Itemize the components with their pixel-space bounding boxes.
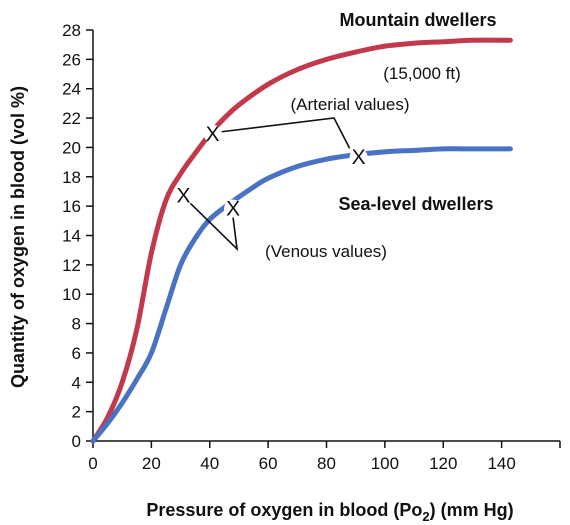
arterial-leader-line	[221, 117, 351, 149]
y-tick-label: 0	[72, 432, 81, 451]
venous-leader-line	[189, 202, 239, 252]
marker-sea-level-arterial: X	[352, 146, 366, 169]
y-tick-label: 20	[62, 138, 81, 157]
y-tick-label: 14	[62, 227, 81, 246]
series-label-sea-level-dwellers: Sea-level dwellers	[338, 194, 493, 214]
axes	[92, 30, 560, 442]
annotation-venous-values: (Venous values)	[265, 242, 387, 261]
x-tick-label: 0	[88, 454, 97, 473]
y-tick-label: 2	[72, 403, 81, 422]
y-tick-label: 16	[62, 197, 81, 216]
x-axis-ticks: 0 20 40 60 80 100 120 140	[88, 441, 561, 473]
x-axis-title-suffix: ) (mm Hg)	[430, 500, 514, 520]
y-tick-label: 28	[62, 21, 81, 40]
data-markers: X X X X	[174, 123, 368, 221]
y-tick-label: 24	[62, 80, 81, 99]
x-axis-title: Pressure of oxygen in blood (Po2) (mm Hg…	[146, 500, 513, 524]
x-tick-label: 80	[317, 454, 336, 473]
x-axis-title-main: Pressure of oxygen in blood (Po	[146, 500, 422, 520]
y-tick-label: 8	[72, 315, 81, 334]
y-tick-label: 26	[62, 50, 81, 69]
series-lines	[90, 37, 513, 444]
y-tick-label: 12	[62, 256, 81, 275]
x-tick-label: 120	[429, 454, 457, 473]
y-tick-label: 4	[72, 373, 81, 392]
marker-mountain-venous: X	[176, 184, 190, 207]
marker-background	[349, 148, 368, 167]
annotation-leader-lines	[189, 117, 351, 252]
marker-background	[224, 199, 243, 218]
x-tick-label: 140	[487, 454, 515, 473]
y-tick-label: 18	[62, 168, 81, 187]
x-tick-label: 40	[200, 454, 219, 473]
x-tick-label: 100	[371, 454, 399, 473]
y-axis-title: Quantity of oxygen in blood (vol %)	[8, 86, 28, 388]
series-line-mountain-dwellers	[90, 37, 513, 444]
y-tick-label: 10	[62, 285, 81, 304]
marker-background	[203, 124, 222, 143]
y-tick-label: 22	[62, 109, 81, 128]
series-line-sea-level-dwellers	[90, 146, 513, 444]
marker-sea-level-venous: X	[226, 198, 240, 221]
annotation-arterial-values: (Arterial values)	[290, 95, 409, 114]
series-note-altitude: (15,000 ft)	[383, 64, 461, 83]
marker-background	[174, 186, 193, 205]
y-tick-label: 6	[72, 344, 81, 363]
series-label-mountain-dwellers: Mountain dwellers	[339, 10, 496, 30]
x-axis-title-subscript: 2	[422, 509, 429, 524]
x-tick-label: 20	[142, 454, 161, 473]
x-tick-label: 60	[259, 454, 278, 473]
marker-mountain-arterial: X	[206, 123, 220, 146]
